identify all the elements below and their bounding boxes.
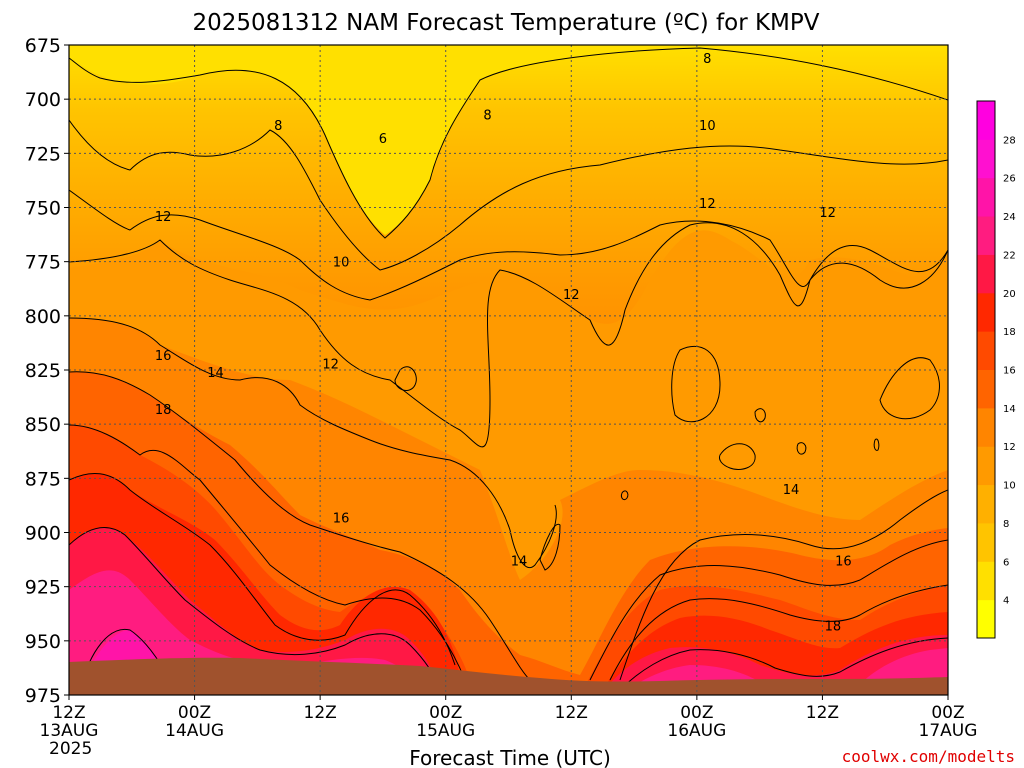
colorbar-label: 16	[1003, 366, 1016, 377]
colorbar-swatch	[977, 139, 995, 179]
contour-label: 12	[155, 210, 172, 225]
y-tick-label: 750	[25, 198, 61, 220]
colorbar-swatch	[977, 369, 995, 409]
contour-label-layer: 8 6 8 8 10 12 10 12 12 12 16 14 12 18 16 14 14 16 18	[155, 52, 852, 635]
y-tick-label: 800	[25, 306, 61, 328]
y-tick-label: 900	[25, 523, 61, 545]
fill-18-20	[69, 473, 948, 695]
contour-label: 8	[483, 108, 491, 123]
x-tick-date: 17AUG	[919, 721, 978, 741]
colorbar-label: 24	[1003, 212, 1016, 223]
colorbar-label: 20	[1003, 289, 1016, 300]
colorbar-swatch	[977, 446, 995, 486]
contour-label: 12	[699, 197, 716, 212]
colorbar-swatch	[977, 522, 995, 562]
contour-label: 14	[207, 366, 224, 381]
x-tick-label: 12Z	[304, 703, 337, 723]
colorbar-swatch	[977, 407, 995, 447]
colorbar-label: 8	[1003, 519, 1009, 530]
y-tick-label: 700	[25, 89, 61, 111]
chart-title: 2025081312 NAM Forecast Temperature (ºC)…	[193, 10, 820, 36]
grid-lines	[69, 45, 948, 695]
contour-label: 16	[333, 511, 350, 526]
y-axis: 675 700 725 750 775 800 825 850 875 900 925 950 975	[25, 35, 69, 707]
contour-label: 14	[783, 483, 800, 498]
colorbar-swatch	[977, 599, 995, 639]
x-tick-label: 00Z	[429, 703, 462, 723]
ground-fill	[69, 657, 948, 695]
colorbar-swatch	[977, 484, 995, 524]
colorbar-swatch	[977, 254, 995, 294]
contour-label: 18	[825, 620, 842, 635]
y-tick-label: 950	[25, 631, 61, 653]
colorbar-swatch	[977, 177, 995, 217]
colorbar-label: 14	[1003, 404, 1016, 415]
colorbar-label: 22	[1003, 250, 1016, 261]
y-tick-label: 925	[25, 577, 61, 599]
colorbar-swatch	[977, 292, 995, 332]
x-tick-label: 00Z	[680, 703, 713, 723]
contour-label: 16	[155, 349, 172, 364]
colorbar-label: 26	[1003, 174, 1016, 185]
contour-label: 14	[511, 555, 528, 570]
contour-label: 8	[703, 52, 711, 67]
x-tick-label: 00Z	[178, 703, 211, 723]
contour-label: 10	[333, 256, 350, 271]
fill-le6	[69, 45, 948, 235]
y-tick-label: 675	[25, 35, 61, 57]
colorbar-label: 6	[1003, 557, 1009, 568]
x-tick-year: 2025	[49, 739, 92, 759]
credit-text: coolwx.com/modelts	[842, 747, 1015, 766]
contour-label: 16	[835, 555, 852, 570]
contour-label: 12	[819, 206, 836, 221]
colorbar-swatch	[977, 216, 995, 255]
colorbar-swatch	[977, 561, 995, 601]
x-tick-date: 15AUG	[416, 721, 475, 741]
y-tick-label: 975	[25, 685, 61, 707]
colorbar: 4 6 8 10 12 14 16 18 20 22 24 26 28	[976, 100, 1016, 639]
colorbar-swatch	[977, 331, 995, 370]
colorbar-swatch	[977, 101, 995, 140]
contour-label: 12	[563, 288, 580, 303]
fill-20-22	[69, 527, 948, 695]
contour-label: 6	[379, 132, 387, 147]
colorbar-frame	[976, 100, 996, 639]
y-tick-label: 775	[25, 252, 61, 274]
plot-area	[69, 45, 948, 695]
y-tick-label: 825	[25, 360, 61, 382]
x-tick-date: 16AUG	[667, 721, 726, 741]
colorbar-label: 4	[1003, 596, 1009, 607]
colorbar-label: 10	[1003, 481, 1016, 492]
x-tick-date: 13AUG	[40, 721, 99, 741]
colorbar-label: 18	[1003, 327, 1016, 338]
colorbar-label: 28	[1003, 135, 1016, 146]
y-tick-label: 875	[25, 468, 61, 490]
y-tick-label: 850	[25, 414, 61, 436]
contour-label: 18	[155, 403, 172, 418]
contour-label: 12	[322, 358, 339, 373]
y-tick-label: 725	[25, 143, 61, 165]
colorbar-label: 12	[1003, 442, 1016, 453]
contour-label: 10	[699, 119, 716, 134]
x-axis-title: Forecast Time (UTC)	[409, 746, 611, 768]
x-tick-label: 12Z	[555, 703, 588, 723]
contour-label: 8	[274, 119, 282, 134]
x-tick-label: 00Z	[931, 703, 964, 723]
x-tick-label: 12Z	[52, 703, 85, 723]
x-tick-date: 14AUG	[165, 721, 224, 741]
x-tick-label: 12Z	[806, 703, 839, 723]
